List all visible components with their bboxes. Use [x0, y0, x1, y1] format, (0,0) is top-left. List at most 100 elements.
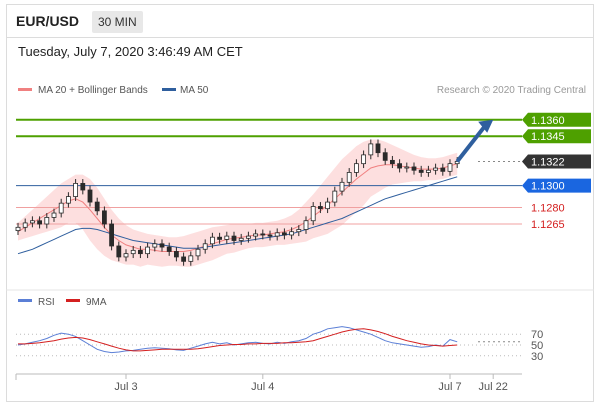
candle-body: [260, 233, 266, 236]
level-label-1-1265: 1.1265: [531, 219, 565, 231]
bollinger-bands: [18, 139, 458, 267]
level-tag-1-1300: [522, 178, 591, 193]
candle-body: [224, 235, 230, 240]
candle-body: [281, 232, 287, 236]
candle-body: [202, 243, 208, 250]
rsi-ma-line: [18, 328, 458, 352]
rsi-legend-label: RSI: [38, 297, 55, 308]
candle-body: [332, 190, 338, 203]
rsi-ma-legend-swatch: [66, 299, 80, 302]
candle-body: [389, 159, 395, 165]
candle-body: [375, 143, 381, 154]
candle-body: [317, 206, 323, 210]
candle-body: [80, 183, 86, 191]
candle-body: [217, 236, 223, 240]
candle-body: [209, 236, 215, 245]
level-label-1-1322: 1.1322: [531, 156, 565, 168]
candle-body: [404, 166, 410, 169]
candle-body: [382, 152, 388, 161]
candle-body: [152, 243, 158, 248]
candle-body: [109, 223, 114, 247]
candle-body: [245, 235, 251, 239]
rsi-tick-50: 50: [531, 340, 543, 352]
candle-body: [94, 201, 100, 212]
level-tag-1-1345: [522, 129, 591, 144]
candle-body: [123, 253, 129, 258]
candle-body: [231, 235, 237, 241]
candle-body: [440, 167, 446, 172]
candle-body: [37, 220, 42, 225]
x-label-Jul-4: Jul 4: [251, 381, 274, 393]
ma20-legend-swatch: [18, 88, 32, 91]
level-label-1-1300: 1.1300: [531, 181, 565, 193]
candle-body: [87, 189, 93, 203]
candle-body: [51, 212, 57, 218]
candle-body: [195, 248, 201, 257]
candle-body: [325, 201, 331, 210]
research-credit: Research © 2020 Trading Central: [437, 85, 586, 96]
timeframe-badge[interactable]: 30 MIN: [92, 11, 143, 33]
ma50-legend-label: MA 50: [180, 85, 209, 96]
level-tag-1-1360: [522, 112, 591, 127]
candle-body: [361, 154, 367, 165]
level-label-1-1280: 1.1280: [531, 203, 565, 215]
candle-body: [44, 217, 50, 225]
rsi-line: [17, 326, 458, 354]
candle-body: [425, 169, 431, 173]
ma50-line: [17, 176, 458, 255]
candle-body: [181, 256, 187, 262]
candle-body: [188, 255, 194, 262]
rsi-tick-70: 70: [531, 329, 543, 341]
forecast-arrow-shaft: [455, 124, 487, 163]
level-tag-1-1322: [522, 154, 591, 169]
x-label-Jul-22: Jul 22: [479, 381, 508, 393]
candle-body: [303, 220, 309, 230]
candle-body: [418, 169, 424, 173]
candle-body: [339, 181, 345, 192]
candle-body: [137, 249, 143, 255]
rsi-legend-swatch: [18, 299, 32, 302]
candle-body: [15, 226, 21, 232]
candle-body: [447, 163, 453, 172]
x-label-Jul-7: Jul 7: [438, 381, 461, 393]
candle-body: [66, 196, 71, 204]
candle-body: [433, 167, 439, 171]
currency-pair: EUR/USD: [16, 13, 80, 29]
candle-body: [353, 163, 359, 173]
candle-body: [296, 229, 302, 233]
level-label-1-1360: 1.1360: [531, 115, 565, 127]
chart-header: EUR/USD 30 MIN: [6, 4, 594, 38]
candle-body: [29, 220, 35, 224]
ma20-line: [17, 163, 458, 252]
candle-body: [116, 245, 122, 258]
candle-body: [159, 243, 165, 248]
candle-body: [166, 246, 172, 252]
x-label-Jul-3: Jul 3: [114, 381, 137, 393]
forecast-arrow-head: [478, 119, 494, 133]
candle-body: [145, 246, 151, 255]
candle-body: [73, 183, 78, 197]
level-label-1-1345: 1.1345: [531, 131, 565, 143]
candle-body: [22, 222, 28, 228]
candle-body: [411, 166, 417, 171]
ma50-legend-swatch: [162, 88, 176, 91]
candle-body: [102, 210, 107, 225]
candle-body: [310, 206, 316, 222]
timestamp: Tuesday, July 7, 2020 3:46:49 AM CET: [18, 44, 243, 59]
candle-body: [397, 163, 403, 169]
candle-body: [173, 251, 179, 258]
candle-body: [289, 231, 295, 236]
candle-body: [253, 233, 259, 237]
ma20-legend-label: MA 20 + Bollinger Bands: [38, 85, 148, 96]
candle-body: [346, 172, 352, 183]
candle-body: [238, 237, 244, 241]
rsi-tick-30: 30: [531, 351, 543, 363]
candle-body: [267, 234, 273, 237]
candle-body: [368, 143, 374, 156]
candle-body: [130, 249, 136, 255]
candle-body: [58, 202, 64, 214]
candles: [15, 139, 460, 266]
candle-body: [274, 232, 280, 237]
rsi-ma-legend-label: 9MA: [86, 297, 107, 308]
